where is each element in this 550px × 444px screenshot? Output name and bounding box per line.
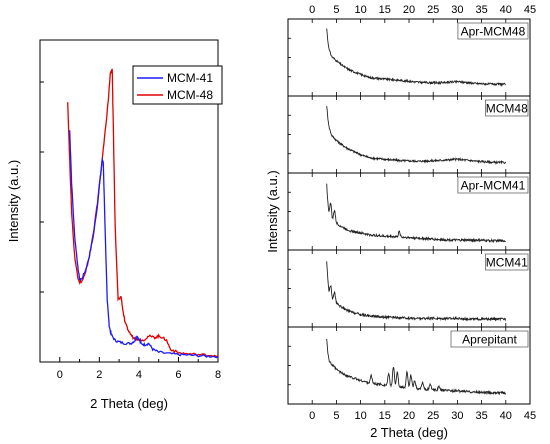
right-bottom-tick-label: 35	[475, 410, 487, 422]
left-series-group	[67, 68, 219, 359]
right-y-axis-title: Intensity (a.u.)	[265, 170, 280, 252]
right-bottom-tick-label: 0	[309, 410, 315, 422]
panel-label: Apr-MCM41	[461, 179, 526, 193]
panel-label-box	[485, 99, 529, 117]
panel-apr-mcm41: Apr-MCM41	[287, 172, 531, 251]
panel-mcm41: MCM41	[287, 249, 531, 328]
right-chart: Apr-MCM48 MCM48 Apr-MCM41 MCM41 Aprepitant 0…	[265, 4, 536, 440]
right-x-axis-title: 2 Theta (deg)	[370, 425, 448, 440]
left-x-tick-label: 2	[96, 369, 102, 381]
right-panels: Apr-MCM48 MCM48 Apr-MCM41 MCM41 Aprepitant	[287, 18, 531, 405]
right-top-tick-label: 40	[500, 4, 512, 16]
legend-box	[132, 65, 223, 105]
right-top-tick-label: 20	[403, 4, 415, 16]
series-line-mcm-48	[67, 68, 219, 358]
left-x-tick-label: 8	[215, 369, 221, 381]
series-line-aprepitant	[326, 338, 506, 396]
right-top-tick-label: 35	[475, 4, 487, 16]
panel-aprepitant: Aprepitant	[287, 326, 531, 405]
left-x-tick-label: 6	[175, 369, 181, 381]
panel-mcm48: MCM48	[287, 95, 531, 174]
panel-label: Aprepitant	[462, 333, 517, 347]
right-bottom-tick-label: 45	[524, 410, 536, 422]
series-line-mcm48	[326, 105, 507, 166]
panel-label-box	[450, 330, 529, 348]
left-y-ticks	[40, 81, 44, 293]
left-x-axis-title: 2 Theta (deg)	[90, 396, 168, 411]
right-top-tick-label: 25	[427, 4, 439, 16]
left-x-ticks: 0 2 4 6 8	[39, 357, 221, 381]
right-top-tick-label: 15	[379, 4, 391, 16]
right-bottom-tick-label: 5	[333, 410, 339, 422]
series-line-apr-mcm48	[326, 28, 506, 87]
panel-label-box	[457, 22, 529, 40]
right-bottom-tick-label: 25	[427, 410, 439, 422]
right-x-ticks: 0 0 5 5 10 10 15 15 20 20 25 25 30 30 35 35 40 40 45 45	[309, 4, 536, 422]
right-bottom-tick-label: 40	[500, 410, 512, 422]
panel-apr-mcm48: Apr-MCM48	[287, 18, 531, 97]
series-line-apr-mcm41	[326, 183, 506, 244]
right-bottom-tick-label: 15	[379, 410, 391, 422]
left-y-axis-title: Intensity (a.u.)	[6, 160, 21, 242]
right-top-tick-label: 45	[524, 4, 536, 16]
legend: MCM-41 MCM-48	[132, 65, 223, 105]
right-top-tick-label: 10	[354, 4, 366, 16]
right-top-tick-label: 5	[333, 4, 339, 16]
left-chart: 0 2 4 6 8 2 Theta (deg) Intensity (a.u.) MCM…	[6, 39, 223, 411]
panel-label: MCM48	[486, 102, 528, 116]
panel-label-box	[485, 253, 529, 271]
right-top-tick-label: 30	[451, 4, 463, 16]
right-bottom-tick-label: 30	[451, 410, 463, 422]
legend-label-mcm41: MCM-41	[167, 71, 213, 85]
right-top-tick-label: 0	[309, 4, 315, 16]
right-bottom-tick-label: 10	[354, 410, 366, 422]
right-bottom-tick-label: 20	[403, 410, 415, 422]
panel-label-box	[457, 176, 529, 194]
left-plot-frame	[39, 39, 219, 363]
left-x-tick-label: 4	[136, 369, 142, 381]
panel-label: Apr-MCM48	[461, 25, 526, 39]
legend-label-mcm48: MCM-48	[167, 88, 213, 102]
series-line-mcm-41	[69, 130, 219, 359]
panel-label: MCM41	[486, 256, 528, 270]
left-x-tick-label: 0	[57, 369, 63, 381]
series-line-mcm41	[326, 261, 507, 322]
